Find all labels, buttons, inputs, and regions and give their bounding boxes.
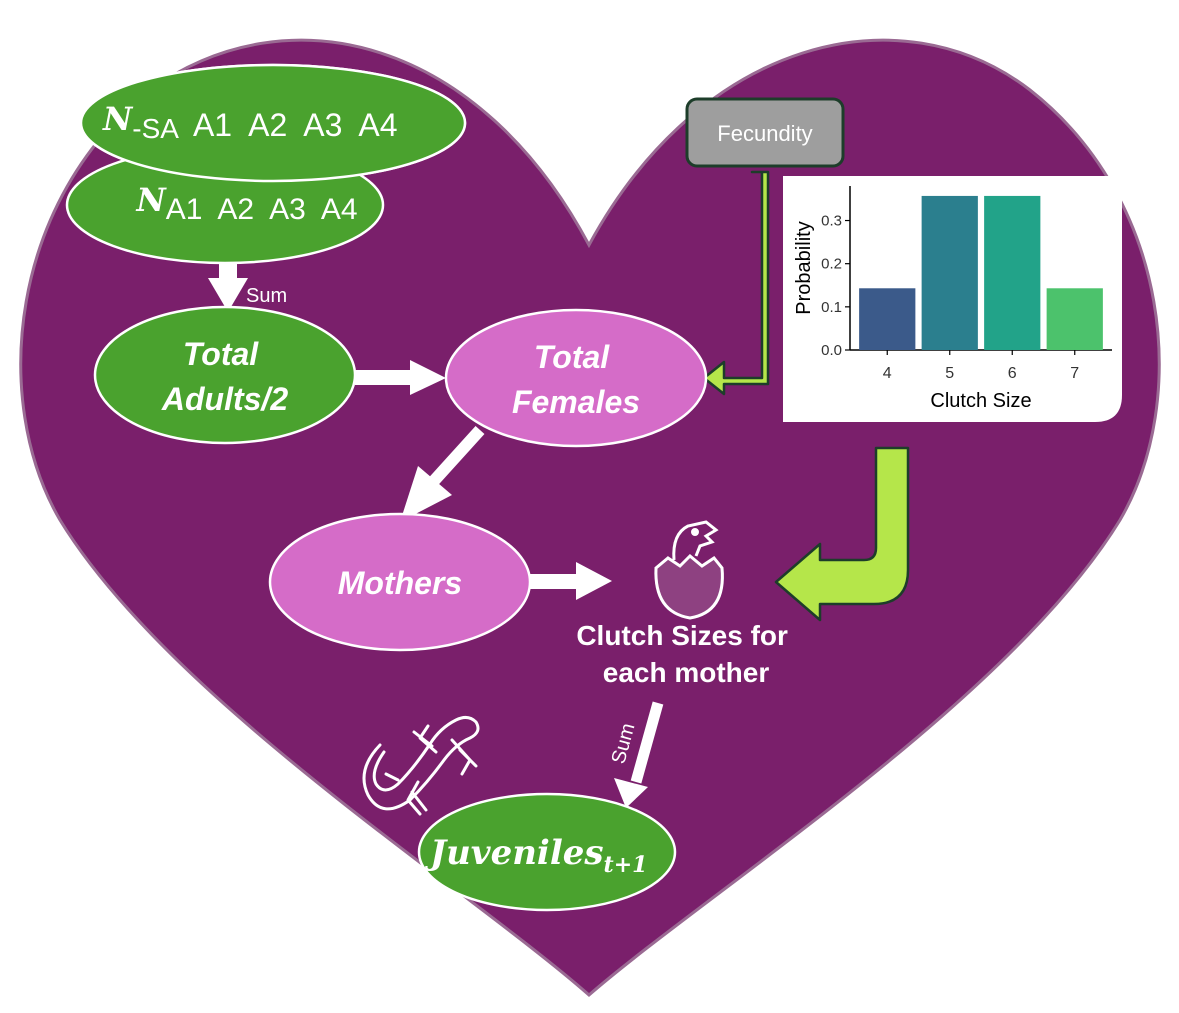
total-adults-node (93, 305, 357, 445)
clutch-size-chart: 0.0 0.1 0.2 0.3 4 5 6 7 Probability Clutch Siz… (783, 176, 1122, 422)
arrow-mothers-to-clutch (530, 562, 612, 600)
chart-ylabel: Probability (793, 221, 815, 314)
fecundity-label: Fecundity (717, 121, 812, 146)
n-sa-symbol: N (102, 100, 134, 138)
n-sa-stages: A1 A2 A3 A4 (193, 107, 398, 143)
juveniles-node (417, 792, 677, 912)
chart-xlabel: Clutch Size (930, 390, 1031, 412)
bar-5 (921, 195, 978, 350)
n-a-stages: A1 A2 A3 A4 (166, 193, 358, 226)
bar-4 (859, 288, 916, 350)
x-tick-label: 7 (1070, 365, 1079, 382)
clutch-line1: Clutch Sizes for (576, 620, 788, 651)
y-tick-label: 0.2 (821, 256, 842, 273)
egg-hatchling-icon (654, 520, 724, 620)
lizard-icon (362, 715, 480, 816)
bar-7 (1046, 288, 1103, 350)
n-a-symbol: N (135, 181, 167, 219)
total-females-line1: Total (534, 339, 610, 375)
arrow-adults-to-females (355, 360, 446, 395)
svg-text:Clutch Sizes for each moth: Clutch Sizes for each mother (576, 620, 795, 688)
total-adults-line1: Total (183, 336, 259, 372)
total-females-node (444, 308, 708, 448)
fecundity-box (685, 97, 845, 168)
y-tick-label: 0.0 (821, 342, 842, 359)
svg-text:Total Females: Total Females (512, 339, 640, 420)
sum-arrow-bottom (614, 701, 664, 808)
n-sa-node-front (79, 63, 467, 183)
clutch-line2: each mother (603, 657, 770, 688)
distribution-arrow (774, 446, 910, 622)
total-females-line2: Females (512, 384, 640, 420)
x-tick-label: 5 (945, 365, 954, 382)
x-tick-label: 6 (1008, 365, 1017, 382)
bar-6 (984, 195, 1041, 350)
arrow-females-to-mothers (400, 425, 485, 522)
sum-label-top: Sum (246, 285, 287, 307)
mothers-label: Mothers (338, 565, 462, 601)
svg-text:Total Adults/2: Total Adults/2 (161, 336, 288, 417)
mothers-node (268, 512, 532, 652)
total-adults-line2: Adults/2 (161, 381, 288, 417)
x-tick-label: 4 (883, 365, 892, 382)
juveniles-subscript: t+1 (604, 852, 648, 878)
sum-arrow-top (208, 262, 248, 312)
y-tick-label: 0.3 (821, 213, 842, 230)
juveniles-main: Juveniles (424, 833, 604, 873)
n-sa-subscript: -SA (132, 113, 179, 144)
y-tick-label: 0.1 (821, 299, 842, 316)
svg-text:NA1 A2 A3 A4: NA1 A2 A3 A4 (92, 181, 384, 226)
svg-text:Juvenilest+1: Juvenilest+1 (424, 833, 647, 878)
